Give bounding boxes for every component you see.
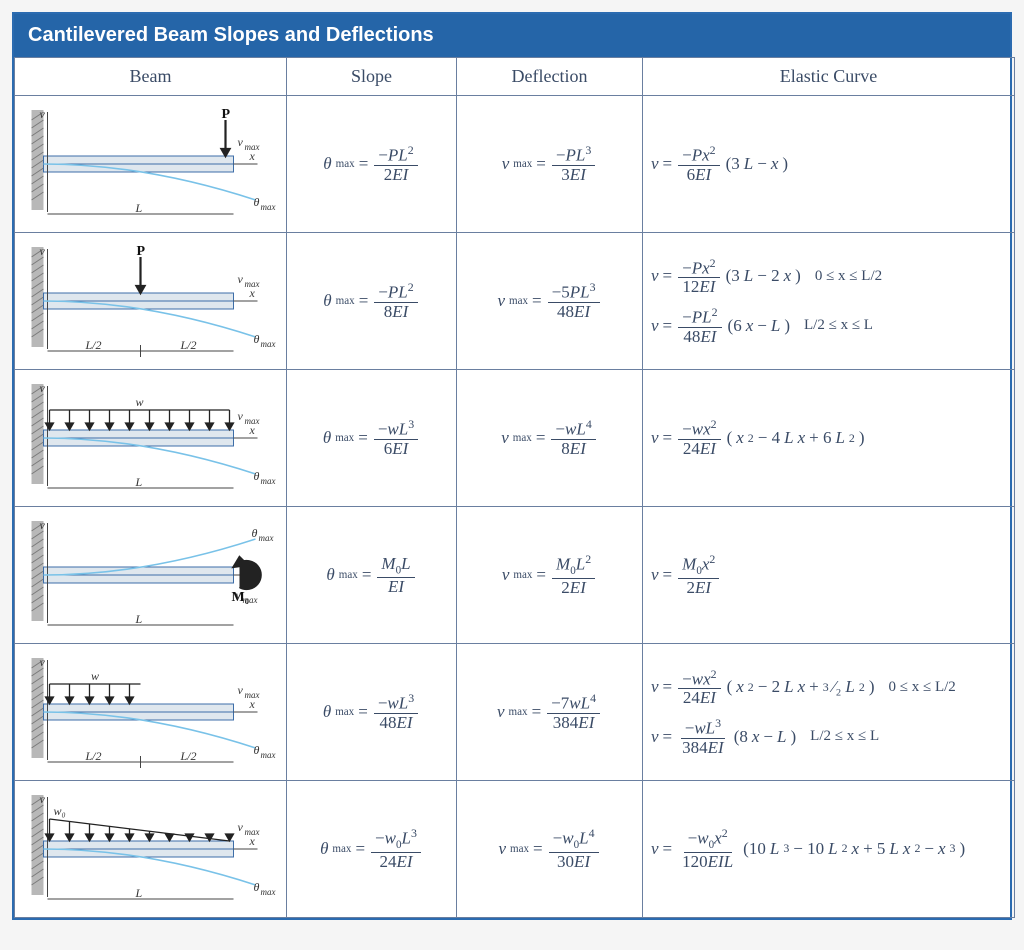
svg-text:θ: θ (254, 743, 260, 757)
beam-table-panel: Cantilevered Beam Slopes and Deflections… (12, 12, 1012, 920)
svg-text:v: v (40, 107, 46, 121)
elastic-curve-formula: v = −wx224EI (x2 − 4Lx + 6L2) (643, 370, 1015, 507)
beam-table: Beam Slope Deflection Elastic Curve vx P… (14, 57, 1015, 918)
svg-text:v: v (238, 135, 244, 149)
svg-text:max: max (245, 827, 260, 837)
svg-text:θ: θ (252, 526, 258, 540)
svg-text:max: max (245, 690, 260, 700)
slope-formula: θmax = M0LEI (287, 507, 457, 644)
deflection-formula: vmax = −5PL348EI (457, 233, 643, 370)
beam-diagram: vx wvmaxθmax L/2L/2 (15, 644, 287, 781)
svg-text:max: max (261, 476, 276, 486)
slope-formula: θmax = −PL22EI (287, 96, 457, 233)
col-slope: Slope (287, 58, 457, 96)
svg-text:max: max (245, 142, 260, 152)
svg-text:w₀: w₀ (54, 804, 66, 818)
svg-text:L/2: L/2 (85, 338, 102, 352)
svg-text:L/2: L/2 (180, 338, 197, 352)
svg-text:L: L (135, 475, 143, 489)
col-beam: Beam (15, 58, 287, 96)
svg-text:max: max (261, 750, 276, 760)
panel-title: Cantilevered Beam Slopes and Deflections (14, 14, 1010, 57)
slope-formula: θmax = −wL348EI (287, 644, 457, 781)
deflection-formula: vmax = −PL33EI (457, 96, 643, 233)
slope-formula: θmax = −PL28EI (287, 233, 457, 370)
beam-diagram: vx M₀θmaxvmaxL (15, 507, 287, 644)
deflection-formula: vmax = −wL48EI (457, 370, 643, 507)
svg-text:v: v (238, 683, 244, 697)
table-row: vx wvmaxθmaxLθmax = −wL36EIvmax = −wL48E… (15, 370, 1015, 507)
svg-text:v: v (40, 655, 46, 669)
beam-diagram: vx PvmaxθmaxL (15, 96, 287, 233)
svg-text:v: v (238, 409, 244, 423)
svg-text:P: P (222, 107, 231, 122)
col-deflection: Deflection (457, 58, 643, 96)
elastic-curve-formula: v = M0x22EI (643, 507, 1015, 644)
svg-text:v: v (40, 792, 46, 806)
table-row: vx w₀vmaxθmaxLθmax = −w0L324EIvmax = −w0… (15, 781, 1015, 918)
svg-text:max: max (245, 416, 260, 426)
svg-text:L/2: L/2 (85, 749, 102, 763)
svg-text:max: max (261, 202, 276, 212)
table-row: vx M₀θmaxvmaxLθmax = M0LEIvmax = M0L22EI… (15, 507, 1015, 644)
svg-text:θ: θ (254, 469, 260, 483)
svg-text:max: max (261, 887, 276, 897)
svg-text:v: v (40, 381, 46, 395)
svg-text:max: max (245, 279, 260, 289)
svg-text:θ: θ (254, 332, 260, 346)
svg-text:v: v (238, 272, 244, 286)
slope-formula: θmax = −wL36EI (287, 370, 457, 507)
svg-text:P: P (137, 244, 146, 259)
svg-text:max: max (261, 339, 276, 349)
svg-text:L/2: L/2 (180, 749, 197, 763)
svg-text:v: v (238, 820, 244, 834)
svg-text:v: v (40, 244, 46, 258)
svg-text:L: L (135, 612, 143, 626)
elastic-curve-formula: v = −Px212EI (3L − 2x)0 ≤ x ≤ L/2v = −PL… (643, 233, 1015, 370)
svg-text:v: v (236, 588, 242, 602)
svg-text:w: w (136, 395, 144, 409)
svg-text:v: v (40, 518, 46, 532)
table-row: vx wvmaxθmax L/2L/2θmax = −wL348EIvmax =… (15, 644, 1015, 781)
header-row: Beam Slope Deflection Elastic Curve (15, 58, 1015, 96)
deflection-formula: vmax = M0L22EI (457, 507, 643, 644)
table-row: vx PvmaxθmaxLθmax = −PL22EIvmax = −PL33E… (15, 96, 1015, 233)
svg-text:θ: θ (254, 195, 260, 209)
elastic-curve-formula: v = −Px26EI (3L − x) (643, 96, 1015, 233)
deflection-formula: vmax = −w0L430EI (457, 781, 643, 918)
elastic-curve-formula: v = −wx224EI (x2 − 2Lx + 3⁄₂L2)0 ≤ x ≤ L… (643, 644, 1015, 781)
slope-formula: θmax = −w0L324EI (287, 781, 457, 918)
svg-text:max: max (243, 595, 258, 605)
elastic-curve-formula: v = −w0x2120EIL (10L3 − 10L2x + 5Lx2 − x… (643, 781, 1015, 918)
beam-diagram: vx wvmaxθmaxL (15, 370, 287, 507)
table-row: vx Pvmaxθmax L/2L/2θmax = −PL28EIvmax = … (15, 233, 1015, 370)
beam-diagram: vx w₀vmaxθmaxL (15, 781, 287, 918)
beam-diagram: vx Pvmaxθmax L/2L/2 (15, 233, 287, 370)
deflection-formula: vmax = −7wL4384EI (457, 644, 643, 781)
svg-text:L: L (135, 201, 143, 215)
col-curve: Elastic Curve (643, 58, 1015, 96)
svg-text:θ: θ (254, 880, 260, 894)
svg-text:max: max (259, 533, 274, 543)
svg-text:L: L (135, 886, 143, 900)
svg-text:w: w (91, 669, 99, 683)
